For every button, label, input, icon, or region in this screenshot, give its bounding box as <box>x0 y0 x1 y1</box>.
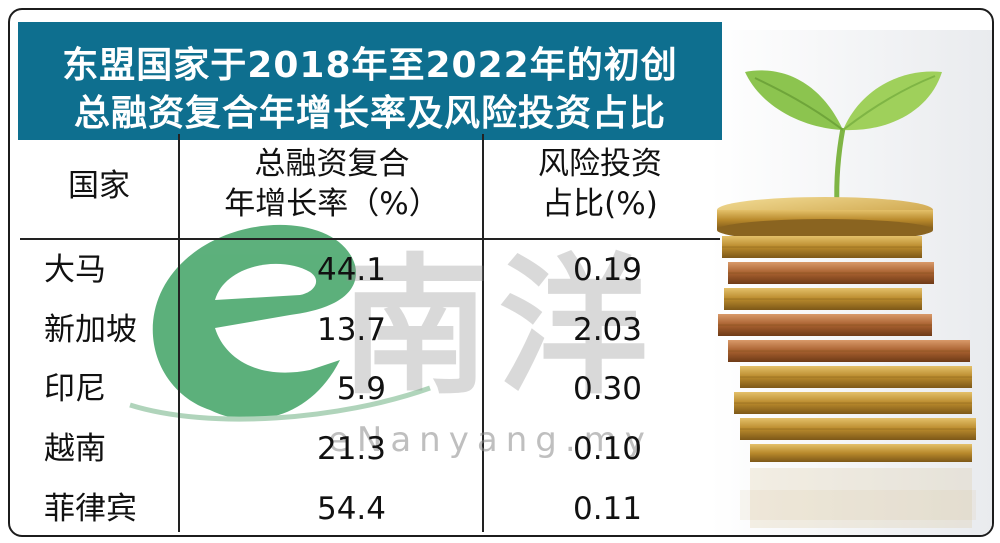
column-header-growth-line-1: 总融资复合 <box>254 146 410 182</box>
table-divider-2 <box>482 134 484 532</box>
cell-country: 印尼 <box>44 371 106 407</box>
column-header-country-label: 国家 <box>68 168 130 204</box>
title-line-1: 东盟国家于2018年至2022年的初创 <box>62 45 678 86</box>
background-art <box>129 30 992 535</box>
seedling-illustration <box>745 70 942 207</box>
cell-country: 新加坡 <box>44 312 137 348</box>
cell-country: 大马 <box>44 252 106 288</box>
cell-growth: 5.9 <box>336 371 386 407</box>
column-header-vc: 风险投资 占比(%) <box>486 144 714 224</box>
cell-growth: 21.3 <box>316 431 386 467</box>
column-header-growth: 总融资复合 年增长率（%） <box>182 144 482 224</box>
cell-vc: 2.03 <box>572 312 642 348</box>
cell-vc: 0.30 <box>572 371 642 407</box>
header-rule <box>20 238 720 240</box>
site-watermark: eNanyang.my <box>328 420 653 460</box>
column-header-vc-line-1: 风险投资 <box>538 146 662 182</box>
cell-vc: 0.11 <box>572 491 642 527</box>
title-line-2: 总融资复合年增长率及风险投资占比 <box>73 93 666 134</box>
column-header-vc-line-2: 占比(%) <box>542 186 658 222</box>
infographic-card: 东盟国家于2018年至2022年的初创 总融资复合年增长率及风险投资占比 国家 … <box>8 8 994 537</box>
cell-country: 菲律宾 <box>44 491 137 527</box>
brand-watermark: 南洋 <box>340 241 657 415</box>
title-banner: 东盟国家于2018年至2022年的初创 总融资复合年增长率及风险投资占比 <box>18 22 722 140</box>
table-divider-1 <box>178 134 180 532</box>
column-header-growth-line-2: 年增长率（%） <box>224 186 440 222</box>
coin-stack-illustration <box>717 197 976 528</box>
cell-vc: 0.19 <box>572 252 642 288</box>
column-header-country: 国家 <box>24 166 174 206</box>
cell-growth: 54.4 <box>316 491 386 527</box>
e-logo-watermark <box>129 224 431 422</box>
cell-country: 越南 <box>44 431 106 467</box>
cell-growth: 44.1 <box>316 252 386 288</box>
cell-growth: 13.7 <box>316 312 386 348</box>
cell-vc: 0.10 <box>572 431 642 467</box>
